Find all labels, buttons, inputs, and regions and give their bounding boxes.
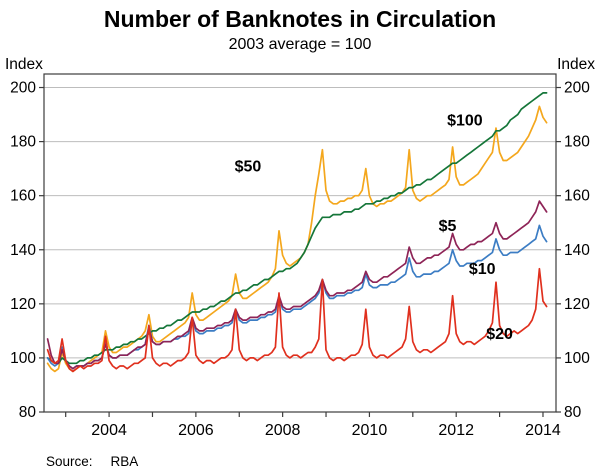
y-tick-label-right: 160 xyxy=(564,188,590,205)
chart-plot: 80 80 100 100 120 120 140 140 160 160 180 180 200 200… xyxy=(5,56,595,439)
series-line-$100 xyxy=(46,92,548,365)
series-line-$20 xyxy=(46,267,548,373)
y-tick-label-right: 120 xyxy=(564,296,590,313)
y-tick-label-left: 200 xyxy=(10,80,36,97)
series-label-$5: $5 xyxy=(439,218,457,235)
chart-title: Number of Banknotes in Circulation xyxy=(103,6,497,32)
x-tick-label: 2010 xyxy=(352,422,388,439)
plot-frame xyxy=(43,73,557,413)
y-tick-label-left: 100 xyxy=(10,350,36,367)
y-axis-title-right: Index xyxy=(557,56,595,73)
x-tick-label: 2012 xyxy=(438,422,474,439)
y-tick-label-right: 180 xyxy=(564,134,590,151)
source-label: Source: xyxy=(46,454,93,469)
y-tick-label-left: 80 xyxy=(19,404,37,421)
y-tick-label-right: 140 xyxy=(564,242,590,259)
y-tick-label-right: 100 xyxy=(564,350,590,367)
source-note: Source: RBA xyxy=(46,454,138,469)
y-axis-title-left: Index xyxy=(5,56,43,73)
y-tick-label-right: 80 xyxy=(564,404,582,421)
x-tick-label: 2008 xyxy=(265,422,301,439)
y-tick-label-left: 140 xyxy=(10,242,36,259)
series-label-$20: $20 xyxy=(486,326,513,343)
y-tick-label-right: 200 xyxy=(564,80,590,97)
series-label-$100: $100 xyxy=(447,112,483,129)
chart-subtitle: 2003 average = 100 xyxy=(228,36,372,53)
y-tick-label-left: 160 xyxy=(10,188,36,205)
y-tick-label-left: 120 xyxy=(10,296,36,313)
x-tick-label: 2004 xyxy=(91,422,127,439)
series-line-$5 xyxy=(46,200,548,370)
series-line-$50 xyxy=(46,105,548,373)
series-label-$50: $50 xyxy=(235,158,262,175)
x-tick-label: 2014 xyxy=(525,422,561,439)
series-label-$10: $10 xyxy=(469,261,496,278)
x-tick-label: 2006 xyxy=(178,422,214,439)
y-tick-label-left: 180 xyxy=(10,134,36,151)
source-value: RBA xyxy=(110,454,139,469)
